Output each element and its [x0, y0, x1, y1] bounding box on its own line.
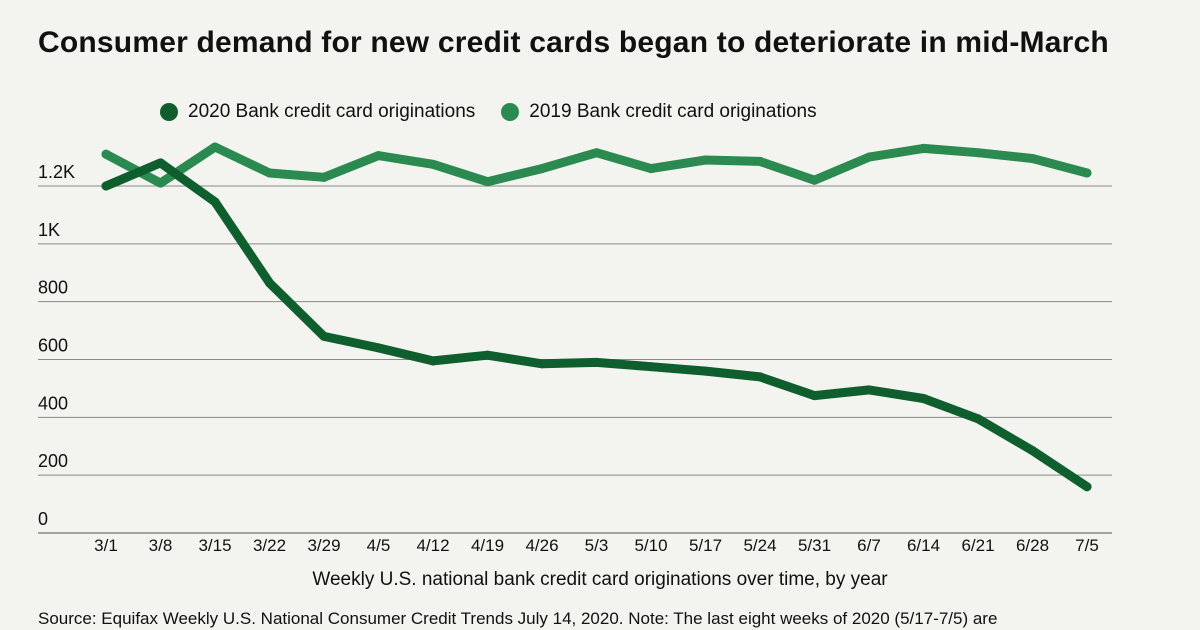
- data-point-2019: [428, 159, 438, 169]
- x-tick-label: 3/29: [307, 536, 340, 555]
- x-tick-label: 5/17: [689, 536, 722, 555]
- data-point-2019: [755, 156, 765, 166]
- data-point-2019: [374, 151, 383, 161]
- y-tick-label: 0: [38, 509, 48, 529]
- x-tick-label: 3/15: [198, 536, 231, 555]
- data-point-2019: [864, 152, 874, 162]
- data-point-2019: [1028, 154, 1037, 164]
- data-point-2020: [973, 414, 983, 424]
- data-point-2020: [1028, 446, 1037, 456]
- x-axis-title: Weekly U.S. national bank credit card or…: [312, 569, 888, 590]
- y-tick-label: 1K: [38, 220, 60, 240]
- x-tick-label: 6/21: [961, 536, 994, 555]
- chart-legend: 2020 Bank credit card originations 2019 …: [160, 101, 817, 123]
- data-point-2020: [919, 394, 928, 404]
- x-tick-label: 3/1: [94, 536, 118, 555]
- x-tick-label: 5/24: [743, 536, 776, 555]
- data-point-2020: [101, 181, 111, 191]
- data-point-2020: [646, 362, 656, 372]
- y-tick-label: 400: [38, 393, 68, 413]
- x-tick-label: 5/3: [585, 536, 609, 555]
- data-point-2019: [973, 148, 983, 158]
- x-tick-label: 4/12: [416, 536, 449, 555]
- y-tick-label: 600: [38, 336, 68, 356]
- data-point-2019: [646, 164, 656, 174]
- x-tick-label: 4/5: [367, 536, 391, 555]
- data-point-2020: [537, 359, 547, 369]
- x-tick-label: 4/26: [525, 536, 558, 555]
- data-point-2019: [1082, 168, 1092, 178]
- data-point-2020: [210, 197, 220, 207]
- x-tick-label: 6/7: [857, 536, 881, 555]
- x-tick-label: 4/19: [471, 536, 504, 555]
- x-tick-label: 3/8: [149, 536, 173, 555]
- data-point-2020: [265, 278, 274, 288]
- data-point-2020: [701, 366, 710, 376]
- chart-title: Consumer demand for new credit cards beg…: [38, 26, 1109, 59]
- series-line-2020: [101, 158, 1092, 492]
- legend-item-2020: 2020 Bank credit card originations: [160, 101, 475, 123]
- data-point-2020: [374, 343, 383, 353]
- data-point-2020: [755, 372, 765, 382]
- data-point-2020: [428, 356, 438, 366]
- x-tick-label: 7/5: [1075, 536, 1099, 555]
- x-tick-label: 6/14: [907, 536, 940, 555]
- data-point-2019: [319, 172, 329, 182]
- y-tick-label: 800: [38, 278, 68, 298]
- x-tick-label: 5/31: [798, 536, 831, 555]
- data-point-2020: [156, 158, 165, 168]
- data-point-2019: [101, 149, 111, 159]
- data-point-2019: [592, 148, 601, 158]
- source-note: Source: Equifax Weekly U.S. National Con…: [38, 609, 998, 628]
- data-point-2019: [701, 155, 710, 165]
- data-point-2020: [810, 391, 819, 401]
- data-point-2020: [592, 357, 601, 367]
- x-tick-label: 5/10: [634, 536, 667, 555]
- data-point-2019: [156, 178, 165, 188]
- data-point-2019: [537, 164, 547, 174]
- y-tick-label: 200: [38, 451, 68, 471]
- legend-label-2019: 2019 Bank credit card originations: [529, 101, 817, 122]
- data-point-2020: [1082, 482, 1092, 492]
- data-point-2019: [210, 142, 220, 152]
- data-point-2019: [810, 175, 819, 185]
- y-tick-label: 1.2K: [38, 162, 75, 182]
- legend-item-2019: 2019 Bank credit card originations: [501, 101, 817, 123]
- legend-label-2020: 2020 Bank credit card originations: [188, 101, 476, 122]
- data-point-2019: [919, 143, 928, 153]
- data-point-2019: [483, 177, 492, 187]
- data-point-2019: [265, 168, 274, 178]
- data-point-2020: [864, 385, 874, 395]
- x-tick-label: 6/28: [1016, 536, 1049, 555]
- legend-swatch-2020: [160, 103, 178, 121]
- data-point-2020: [483, 350, 492, 360]
- data-point-2020: [319, 331, 329, 341]
- legend-swatch-2019: [501, 103, 520, 121]
- x-tick-label: 3/22: [253, 536, 286, 555]
